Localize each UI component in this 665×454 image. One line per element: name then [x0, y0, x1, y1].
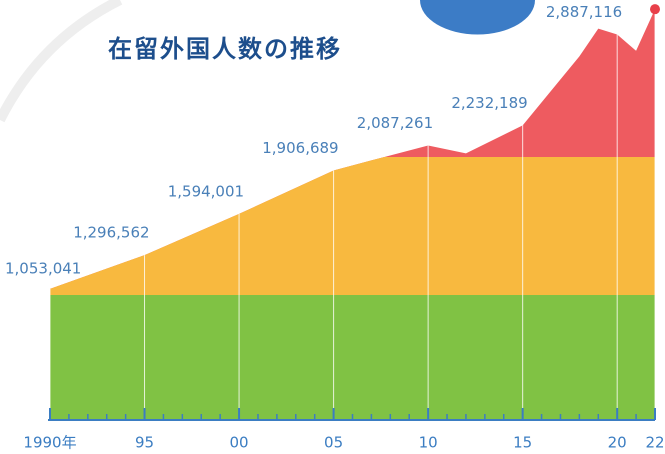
x-tick-label: 05 — [324, 434, 343, 452]
value-label: 2,887,116 — [546, 3, 622, 21]
decor-circle — [420, 0, 535, 35]
value-label: 1,296,562 — [73, 224, 149, 242]
chart-title: 在留外国人数の推移 — [108, 35, 342, 63]
decor-arc — [0, 0, 123, 123]
band-low — [50, 295, 655, 421]
value-label: 1,906,689 — [262, 139, 338, 157]
x-tick-label: 20 — [608, 434, 627, 452]
value-label: 1,053,041 — [5, 259, 81, 277]
x-tick-label: 95 — [135, 434, 154, 452]
x-tick-label: 10 — [419, 434, 438, 452]
x-tick-label: 15 — [513, 434, 532, 452]
value-label: 1,594,001 — [168, 182, 244, 200]
value-label: 2,087,261 — [357, 114, 433, 132]
x-tick-label: 00 — [230, 434, 249, 452]
end-marker — [650, 4, 660, 15]
x-tick-label: 22 — [645, 434, 664, 452]
value-label: 2,232,189 — [451, 94, 527, 112]
bands — [50, 157, 655, 421]
x-tick-label: 1990年 — [23, 434, 76, 452]
